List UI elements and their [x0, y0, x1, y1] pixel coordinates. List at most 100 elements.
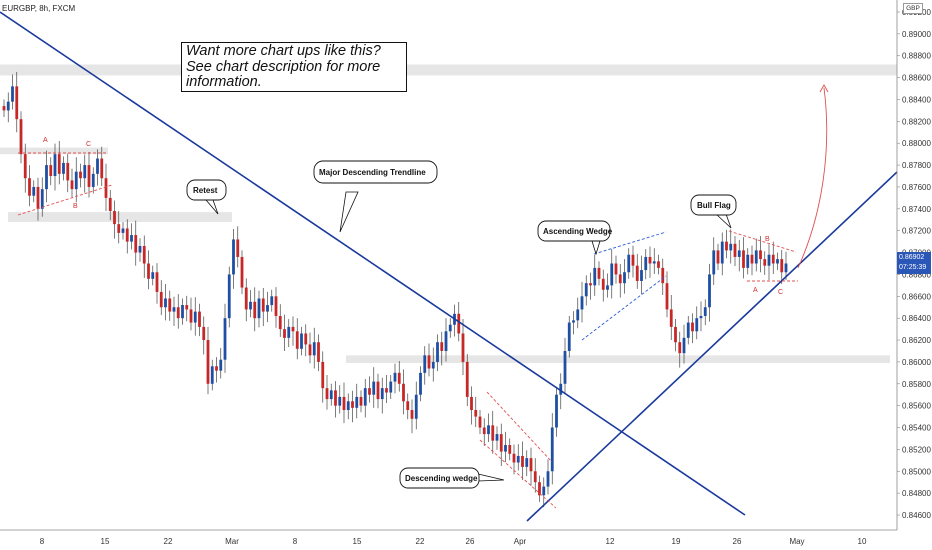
candle-down	[100, 158, 104, 179]
major-descending-trendline	[0, 11, 746, 516]
candle-down	[28, 178, 31, 196]
ascending-wedge-lower	[581, 275, 667, 341]
time-tick-label: 10	[858, 537, 867, 546]
price-tick-label: 0.87800	[902, 161, 931, 170]
candle-down	[125, 228, 129, 242]
price-tick-label: 0.85000	[902, 467, 931, 476]
triangle-label-c: C	[86, 141, 91, 148]
candle-down	[198, 311, 201, 327]
callout-retest: Retest	[186, 179, 227, 215]
candle-up	[74, 171, 78, 190]
currency-badge[interactable]: GBP	[903, 3, 923, 14]
candle-down	[351, 401, 354, 408]
candle-down	[376, 381, 380, 400]
candle-up	[436, 342, 439, 362]
candle-up	[300, 333, 303, 349]
candle-up	[62, 162, 65, 174]
candle-down	[291, 326, 295, 332]
candle-down	[521, 455, 524, 467]
triangle-label-b: B	[73, 203, 78, 210]
flag-label-a: A	[753, 287, 758, 294]
candle-up	[495, 434, 499, 441]
candle-up	[227, 274, 231, 319]
candle-down	[763, 259, 767, 266]
time-tick-label: May	[789, 537, 804, 546]
price-tick-label: 0.84600	[902, 511, 931, 520]
candle-up	[151, 272, 155, 279]
candle-up	[287, 326, 291, 338]
candle-up	[138, 246, 142, 253]
candle-down	[108, 197, 112, 212]
time-tick-label: 26	[466, 537, 475, 546]
candle-down	[499, 434, 503, 452]
candle-down	[79, 171, 82, 179]
candle-down	[359, 396, 363, 406]
candle-up	[784, 263, 788, 273]
candle-down	[661, 267, 665, 284]
candle-up	[623, 272, 626, 284]
candle-down	[635, 265, 639, 281]
candle-down	[538, 482, 541, 496]
candle-down	[113, 211, 116, 225]
candle-down	[491, 425, 495, 441]
candle-up	[32, 186, 36, 196]
candle-down	[261, 298, 265, 312]
candle-down	[397, 372, 401, 384]
price-tick-label: 0.88000	[902, 139, 931, 148]
candle-up	[695, 318, 699, 332]
time-tick-label: 22	[164, 537, 173, 546]
candle-down	[725, 241, 728, 251]
flag-label-c: C	[778, 289, 783, 296]
candle-up	[567, 322, 571, 351]
candle-down	[253, 301, 257, 319]
time-tick-label: 26	[733, 537, 742, 546]
time-axis-ticks: 8 15 22 Mar 8 15 22 26 Apr 12 19 26 May 10	[40, 537, 867, 546]
candle-up	[584, 283, 588, 297]
candle-down	[304, 333, 308, 345]
candle-up	[270, 296, 274, 306]
price-tick-label: 0.88600	[902, 74, 931, 83]
descending-wedge-lower	[479, 439, 557, 509]
price-tick-label: 0.88200	[902, 117, 931, 126]
candle-up	[640, 270, 643, 281]
candle-up	[572, 320, 575, 323]
candle-down	[674, 326, 677, 343]
candle-down	[142, 246, 146, 264]
candle-up	[355, 396, 359, 408]
candle-up	[720, 241, 724, 264]
candle-up	[516, 455, 520, 463]
candle-down	[87, 165, 91, 187]
candle-up	[11, 86, 14, 102]
time-tick-label: Mar	[225, 537, 239, 546]
candle-up	[746, 254, 750, 268]
candle-down	[440, 342, 444, 351]
candle-up	[249, 301, 252, 310]
candle-down	[648, 256, 652, 264]
candle-down	[402, 383, 405, 402]
ascending-wedge-upper	[593, 231, 667, 255]
projection-arrow	[797, 87, 828, 269]
callout-ascending-wedge: Ascending Wedge	[537, 220, 613, 256]
time-tick-label: 15	[101, 537, 110, 546]
symbol-label: EURGBP, 8h, FXCM	[2, 4, 76, 13]
candle-up	[223, 318, 227, 360]
candle-up	[580, 296, 584, 310]
candle-up	[708, 274, 711, 308]
candle-up	[121, 228, 125, 233]
candle-down	[465, 361, 469, 397]
flag-label-b: B	[765, 236, 770, 243]
candle-up	[682, 337, 686, 354]
candle-down	[461, 333, 465, 362]
price-tick-label: 0.86600	[902, 292, 931, 301]
candle-down	[168, 298, 172, 312]
price-tick-label: 0.86400	[902, 314, 931, 323]
time-tick-label: 19	[672, 537, 681, 546]
price-tick-label: 0.86000	[902, 358, 931, 367]
callout-major-trendline: Major Descending Trendline	[313, 160, 438, 233]
candle-down	[342, 396, 346, 411]
candle-down	[104, 178, 108, 198]
candle-down	[159, 291, 163, 308]
candle-up	[593, 267, 597, 286]
candle-down	[771, 254, 775, 264]
